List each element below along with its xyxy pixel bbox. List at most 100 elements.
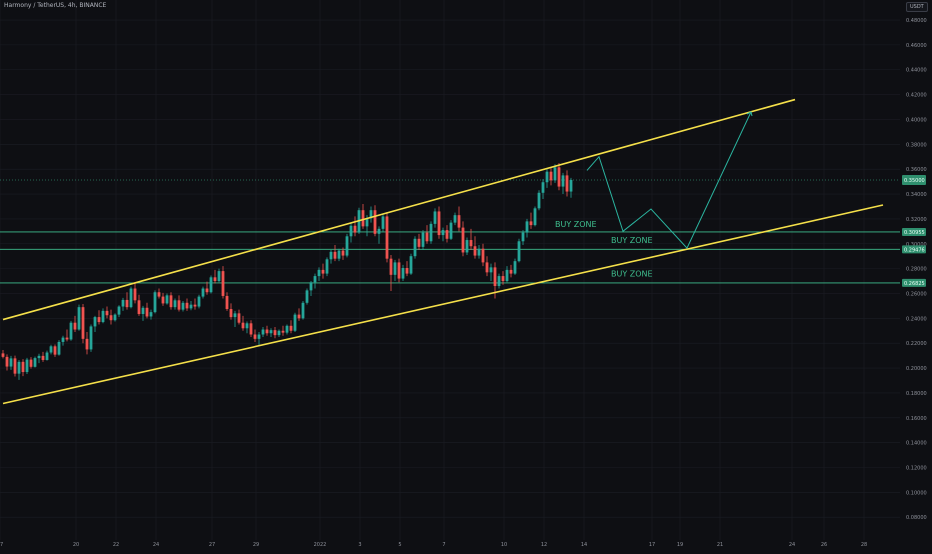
candle-body <box>501 276 505 282</box>
zone-price-tag <box>902 278 926 287</box>
y-tick-label: 0.30000 <box>906 242 927 248</box>
candle <box>29 357 33 369</box>
candle-body <box>77 307 81 330</box>
candle <box>89 324 93 352</box>
candle-body <box>133 288 137 301</box>
candle-body <box>217 271 221 282</box>
candle-body <box>437 211 441 236</box>
zone-price-tag <box>902 245 926 254</box>
candle-body <box>425 232 429 242</box>
candle-body <box>37 355 41 359</box>
candle <box>197 294 201 309</box>
x-tick-label: 5 <box>398 542 401 548</box>
x-tick-label: 21 <box>717 542 723 548</box>
candle <box>221 266 225 299</box>
candle-body <box>409 256 413 274</box>
candle <box>521 230 525 246</box>
candle <box>373 205 377 237</box>
candle <box>309 281 313 296</box>
candle <box>417 233 421 250</box>
projection-path-line <box>586 111 752 249</box>
candle <box>125 292 129 310</box>
candle-body <box>297 314 301 319</box>
candle-body <box>369 210 373 219</box>
buy-zone-label: BUY ZONE <box>611 270 653 279</box>
candle-body <box>237 313 241 323</box>
candle-body <box>25 359 29 373</box>
candle <box>477 245 481 259</box>
candle-body <box>353 225 357 233</box>
candle <box>41 351 45 362</box>
candle <box>529 212 533 229</box>
candle-body <box>81 307 85 339</box>
candle <box>45 350 49 361</box>
candle-body <box>41 355 45 360</box>
candle <box>545 169 549 188</box>
candle <box>485 256 489 277</box>
candle-body <box>49 346 53 353</box>
candle <box>321 263 325 279</box>
candle-body <box>73 322 77 330</box>
candle <box>97 310 101 325</box>
candle-body <box>249 323 253 335</box>
candle-body <box>93 317 97 327</box>
candle <box>161 292 165 306</box>
candle <box>165 293 169 305</box>
candle-body <box>281 330 285 333</box>
candle <box>33 356 37 368</box>
candle <box>465 237 469 255</box>
candle <box>421 230 425 250</box>
candle-body <box>389 258 393 275</box>
candle-body <box>405 267 409 274</box>
candle-body <box>225 295 229 310</box>
candle <box>537 190 541 211</box>
candle <box>181 300 185 312</box>
candle-body <box>201 288 205 297</box>
candle <box>157 288 161 299</box>
candle <box>517 238 521 263</box>
candles <box>1 162 573 380</box>
candle <box>489 263 493 282</box>
candle-body <box>165 295 169 304</box>
x-tick-label: 19 <box>677 542 683 548</box>
candle-body <box>521 232 525 242</box>
candle-body <box>517 241 521 262</box>
candle <box>565 170 569 197</box>
candle-body <box>301 302 305 319</box>
x-tick-label: 22 <box>113 542 119 548</box>
candle <box>217 268 221 283</box>
candle-body <box>393 262 397 275</box>
candle <box>177 295 181 312</box>
candle-body <box>533 208 537 226</box>
candle <box>13 355 17 377</box>
candle <box>201 286 205 299</box>
candle <box>569 177 573 198</box>
candle <box>189 300 193 311</box>
candle <box>153 290 157 314</box>
y-tick-label: 0.38000 <box>906 142 927 148</box>
current-price-tag-label: 0.35000 <box>904 178 925 184</box>
candle-body <box>537 192 541 209</box>
candle <box>233 310 237 328</box>
candle-body <box>469 240 473 247</box>
candle <box>65 329 69 342</box>
candle <box>53 344 57 357</box>
candle-body <box>525 221 529 233</box>
time-axis: 1720222427292022357101214171921242628 <box>0 542 867 548</box>
current-price-tag <box>902 174 926 185</box>
y-tick-label: 0.28000 <box>906 267 927 273</box>
candle-body <box>109 315 113 321</box>
candle-body <box>17 361 21 374</box>
channel-upper-line <box>2 98 796 321</box>
candle-body <box>161 296 165 304</box>
candle-body <box>33 358 37 367</box>
candle-body <box>145 307 149 317</box>
currency-badge[interactable]: USDT <box>906 2 928 12</box>
candle-body <box>9 358 13 367</box>
candle-body <box>273 330 277 336</box>
candle-body <box>441 230 445 236</box>
candle-body <box>5 356 9 367</box>
x-tick-label: 2022 <box>314 542 327 548</box>
